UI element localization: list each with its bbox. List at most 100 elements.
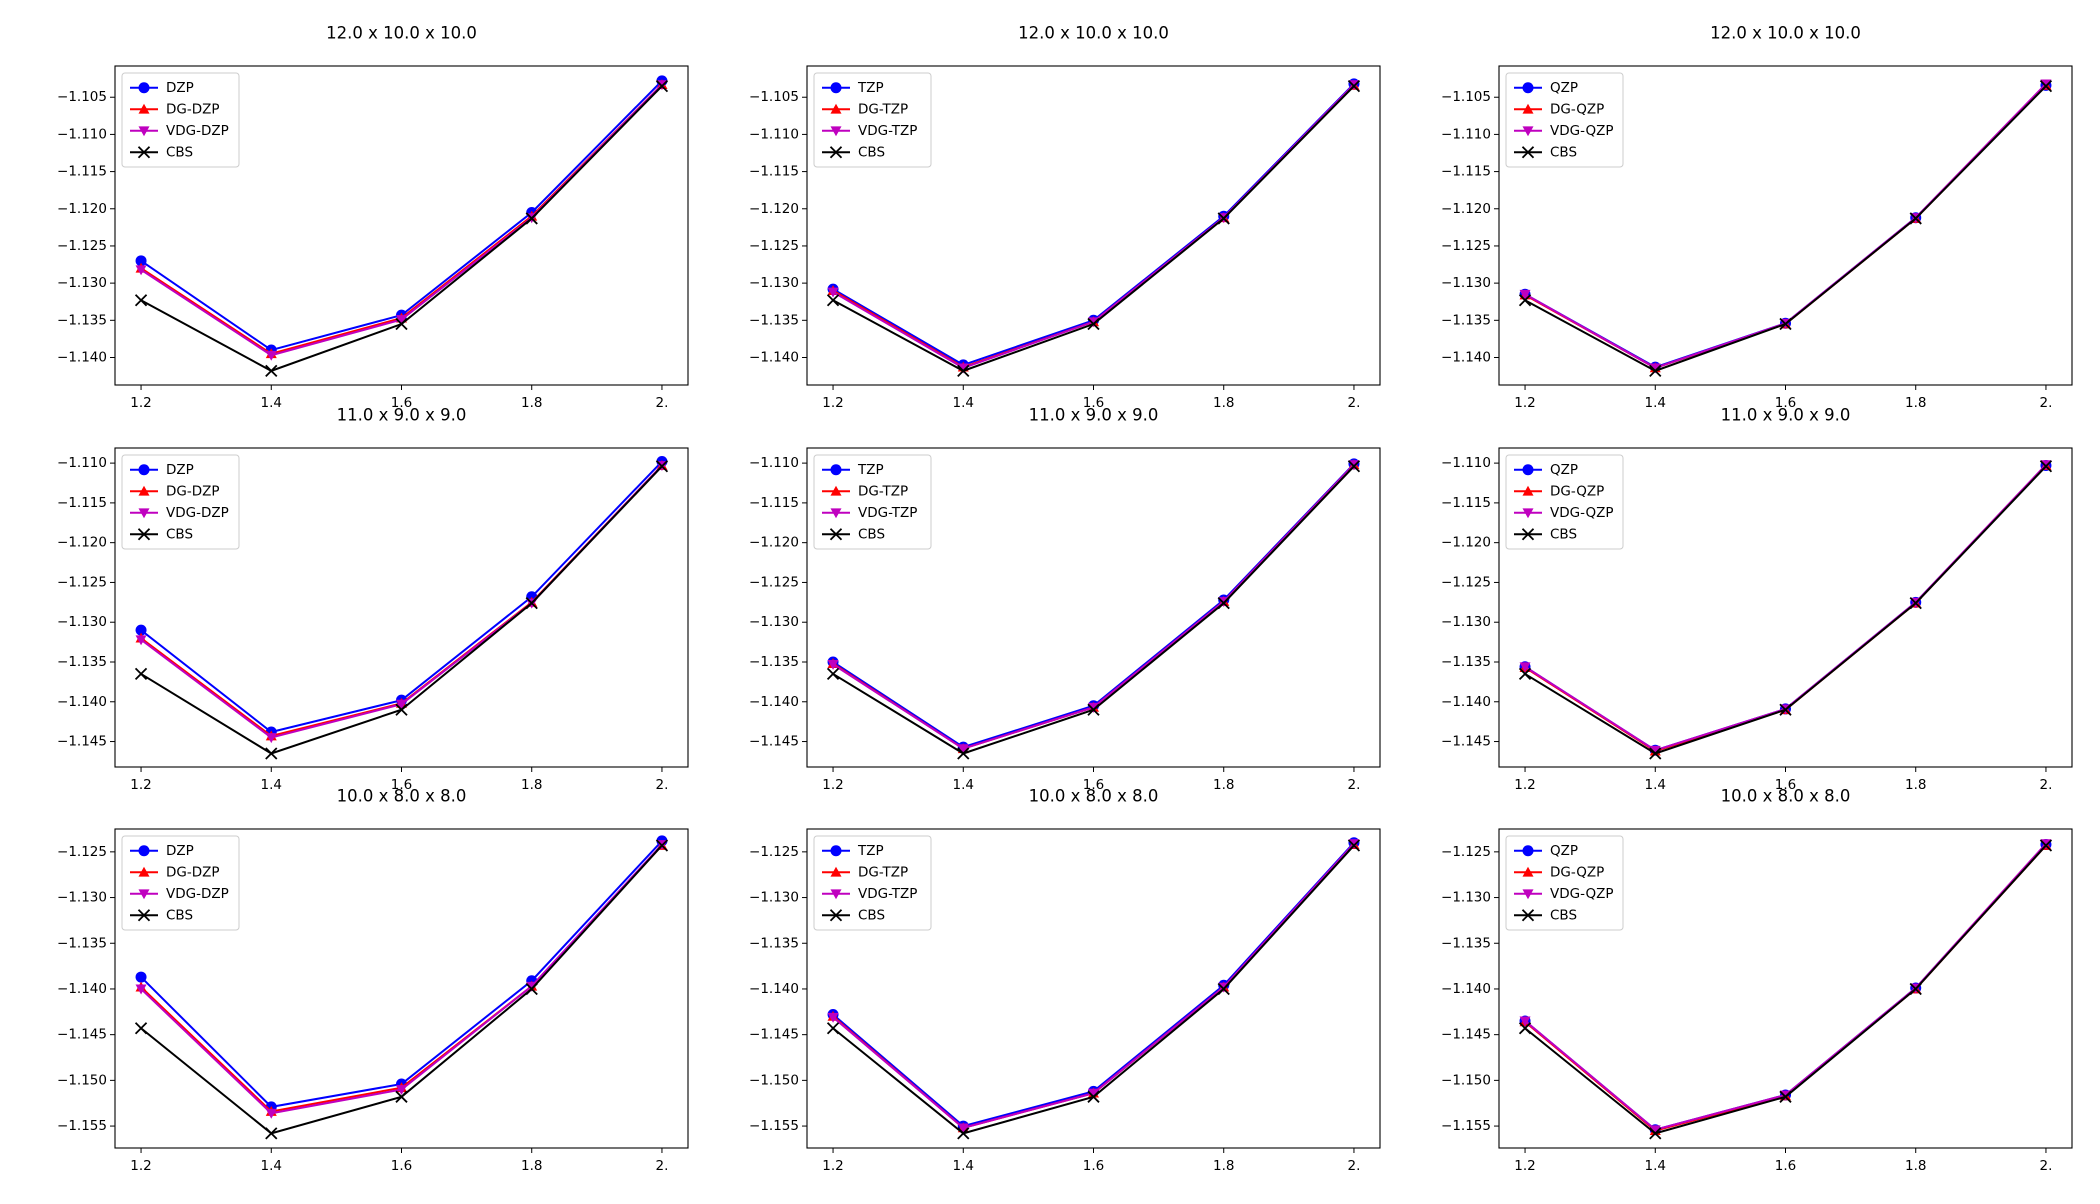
y-tick-label: −1.110 (749, 455, 799, 471)
y-tick-label: −1.145 (1441, 1027, 1491, 1043)
legend-label: VDG-TZP (858, 505, 917, 521)
marker (957, 747, 970, 760)
y-tick-label: −1.135 (749, 654, 799, 670)
marker (135, 265, 147, 276)
marker (1088, 317, 1099, 328)
y-tick-label: −1.135 (1441, 312, 1491, 328)
marker (138, 889, 150, 900)
marker (957, 363, 969, 374)
chart-title: 12.0 x 10.0 x 10.0 (1710, 24, 1861, 43)
legend-label: QZP (1550, 80, 1578, 96)
legend-label: CBS (1550, 144, 1577, 160)
x-tick-label: 1.2 (1514, 1158, 1535, 1174)
chart-panel: 11.0 x 9.0 x 9.0 −1.110 −1.115 −1.120 −1.125… (749, 406, 1381, 793)
x-tick-label: 1.2 (130, 395, 151, 411)
y-tick-label: −1.125 (1441, 574, 1491, 590)
x-tick-label: 1.4 (261, 777, 282, 793)
marker (265, 747, 278, 760)
series (1518, 79, 2053, 378)
y-tick-label: −1.105 (1441, 89, 1491, 105)
y-tick-label: −1.140 (57, 694, 107, 710)
plot-frame (1498, 65, 2073, 386)
marker (829, 528, 843, 541)
series (134, 839, 669, 1140)
marker (1649, 364, 1662, 378)
x-tick-label: 1.6 (1083, 1158, 1104, 1174)
marker (138, 508, 150, 519)
y-tick-label: −1.110 (1441, 126, 1491, 142)
y-tick-label: −1.150 (749, 1072, 799, 1088)
x-tick-label: 1.2 (130, 1158, 151, 1174)
marker (525, 982, 538, 996)
legend-label: CBS (858, 526, 885, 542)
x-tick-label: 1.6 (391, 777, 412, 793)
legend-label: DZP (166, 462, 194, 478)
x-tick-label: 1.6 (391, 395, 412, 411)
x-tick-label: 2. (2040, 777, 2053, 793)
marker (1347, 839, 1361, 852)
series (826, 839, 1361, 1140)
x-tick-label: 1.8 (1213, 777, 1234, 793)
marker (655, 79, 669, 93)
marker (1649, 363, 1661, 374)
marker (1088, 1088, 1099, 1099)
x-tick-label: 2. (2040, 1158, 2053, 1174)
chart-panel: 11.0 x 9.0 x 9.0 −1.110 −1.115 −1.120 −1.125… (1441, 406, 2073, 793)
plot-frame (1498, 447, 2073, 768)
legend-label: DG-TZP (858, 483, 908, 499)
marker (525, 212, 538, 225)
x-tick-label: 1.8 (1213, 395, 1234, 411)
x-tick-label: 1.4 (953, 395, 974, 411)
plot-frame (806, 65, 1381, 386)
y-tick-label: −1.135 (749, 935, 799, 951)
x-tick-label: 1.2 (130, 777, 151, 793)
y-tick-label: −1.110 (57, 126, 107, 142)
y-tick-label: −1.135 (57, 935, 107, 951)
y-tick-label: −1.115 (57, 495, 107, 511)
legend-label: DG-QZP (1550, 101, 1604, 117)
chart-panel: 12.0 x 10.0 x 10.0 −1.105 −1.110 −1.115 −1.1… (749, 24, 1381, 411)
legend: TZP DG-TZP VDG-TZP CBS (813, 835, 932, 931)
marker (1522, 889, 1534, 900)
y-tick-label: −1.115 (57, 164, 107, 180)
legend-label: TZP (857, 843, 884, 859)
chart-title: 12.0 x 10.0 x 10.0 (326, 24, 477, 43)
marker (137, 909, 151, 922)
marker (265, 1108, 277, 1119)
marker (265, 350, 277, 361)
x-tick-label: 1.6 (1083, 395, 1104, 411)
plot-frame (114, 828, 689, 1149)
x-tick-label: 1.4 (261, 1158, 282, 1174)
series (1518, 839, 2053, 1140)
marker (134, 667, 148, 681)
marker (827, 287, 839, 298)
chart-panel: 11.0 x 9.0 x 9.0 −1.110 −1.115 −1.120 −1.125… (57, 406, 689, 793)
marker (830, 103, 842, 114)
marker (829, 909, 843, 922)
marker (1522, 103, 1534, 114)
marker (1779, 1090, 1792, 1103)
marker (2039, 460, 2053, 473)
y-tick-label: −1.145 (57, 1027, 107, 1043)
y-tick-label: −1.110 (57, 455, 107, 471)
x-tick-label: 1.8 (1905, 1158, 1926, 1174)
y-tick-label: −1.130 (57, 890, 107, 906)
x-tick-label: 2. (656, 777, 669, 793)
y-tick-label: −1.120 (749, 535, 799, 551)
marker (138, 845, 150, 857)
legend-label: CBS (858, 907, 885, 923)
y-tick-label: −1.125 (57, 574, 107, 590)
y-tick-label: −1.125 (1441, 238, 1491, 254)
y-tick-label: −1.155 (1441, 1118, 1491, 1134)
y-tick-label: −1.130 (57, 275, 107, 291)
legend-box (813, 72, 932, 168)
legend-label: VDG-DZP (166, 123, 229, 139)
marker (1522, 82, 1534, 94)
legend-label: DG-QZP (1550, 483, 1604, 499)
y-tick-label: −1.140 (1441, 694, 1491, 710)
marker (1087, 703, 1100, 716)
marker (1522, 508, 1534, 519)
chart-panel: 10.0 x 8.0 x 8.0 −1.125 −1.130 −1.135 −1.140… (749, 787, 1381, 1174)
x-tick-label: 1.4 (261, 395, 282, 411)
y-tick-label: −1.140 (749, 981, 799, 997)
